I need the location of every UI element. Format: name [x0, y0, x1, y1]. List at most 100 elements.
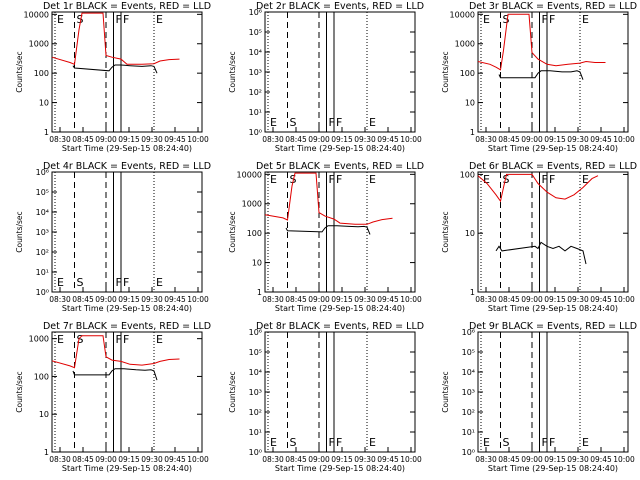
marker-label: E [483, 173, 490, 186]
y-tick-label: 10⁴ [249, 48, 262, 57]
marker-label: E [369, 116, 376, 129]
marker-label: E [369, 173, 376, 186]
y-tick-label: 10⁴ [462, 368, 475, 377]
y-tick-label: 10³ [249, 388, 262, 397]
series-lld-line [264, 172, 393, 225]
x-tick-label: 09:30 [141, 135, 163, 144]
x-tick-label: 10:00 [400, 135, 422, 144]
marker-label: E [270, 436, 277, 449]
marker-label: E [270, 116, 277, 129]
marker-label: S [77, 13, 84, 26]
y-tick-label: 100 [34, 69, 49, 78]
marker-label: E [369, 436, 376, 449]
chart-panel-3: Det 3r BLACK = Events, RED = LLD 1 10 100 10… [441, 1, 637, 153]
plot-frame [477, 171, 629, 293]
series-lld-line [51, 12, 180, 66]
y-tick-label: 10¹ [249, 108, 262, 117]
x-tick-label: 08:45 [498, 455, 520, 464]
marker-label: S [503, 173, 510, 186]
plot-frame [264, 171, 416, 293]
x-tick-label: 10:00 [400, 295, 422, 304]
x-tick-label: 08:45 [285, 135, 307, 144]
x-tick-label: 09:00 [521, 455, 543, 464]
y-tick-label: 10³ [462, 388, 475, 397]
y-axis-label: Counts/sec [15, 211, 24, 252]
marker-label: F [549, 13, 555, 26]
y-tick-label: 10³ [36, 228, 49, 237]
x-tick-label: 08:45 [498, 135, 520, 144]
x-tick-label: 09:30 [354, 295, 376, 304]
x-tick-label: 09:45 [164, 455, 186, 464]
y-tick-label: 10000 [237, 170, 262, 179]
y-axis-label: Counts/sec [228, 211, 237, 252]
marker-label: F [116, 13, 122, 26]
marker-label: F [123, 276, 129, 289]
x-axis-label: Start Time (29-Sep-15 08:24:40) [275, 304, 405, 313]
y-tick-label: 10⁴ [36, 208, 49, 217]
chart-title: Det 9r BLACK = Events, RED = LLD [469, 321, 637, 332]
chart-panel-8: Det 8r BLACK = Events, RED = LLD 10⁰ 10¹ 10… [228, 321, 424, 473]
x-tick-label: 08:45 [498, 295, 520, 304]
x-tick-label: 09:45 [377, 295, 399, 304]
y-tick-label: 10² [249, 88, 262, 97]
x-tick-label: 08:30 [262, 135, 284, 144]
marker-label: F [329, 436, 335, 449]
x-axis-label: Start Time (29-Sep-15 08:24:40) [488, 144, 618, 153]
marker-label: S [290, 436, 297, 449]
x-tick-label: 08:30 [475, 135, 497, 144]
y-axis-label: Counts/sec [441, 211, 450, 252]
y-axis-label: Counts/sec [441, 51, 450, 92]
y-tick-label: 10¹ [462, 428, 475, 437]
series-events-line [72, 368, 158, 381]
marker-label: E [156, 333, 163, 346]
x-axis-label: Start Time (29-Sep-15 08:24:40) [62, 144, 192, 153]
y-axis-label: Counts/sec [441, 371, 450, 412]
x-tick-label: 08:45 [72, 455, 94, 464]
chart-title: Det 4r BLACK = Events, RED = LLD [43, 161, 211, 172]
y-tick-label: 10² [462, 408, 475, 417]
x-tick-label: 10:00 [400, 455, 422, 464]
y-tick-label: 10⁶ [249, 328, 262, 337]
y-tick-label: 10⁵ [36, 188, 49, 197]
marker-label: F [542, 436, 548, 449]
y-tick-label: 1000 [242, 200, 262, 209]
x-tick-label: 08:30 [49, 455, 71, 464]
y-tick-label: 1 [470, 288, 475, 297]
x-tick-label: 09:30 [354, 135, 376, 144]
y-tick-label: 10000 [24, 10, 49, 19]
x-axis-label: Start Time (29-Sep-15 08:24:40) [62, 464, 192, 473]
y-tick-label: 10² [249, 408, 262, 417]
x-tick-label: 09:45 [377, 455, 399, 464]
x-tick-label: 08:30 [475, 455, 497, 464]
marker-label: E [156, 13, 163, 26]
plot-frame [477, 11, 629, 133]
x-axis-label: Start Time (29-Sep-15 08:24:40) [488, 464, 618, 473]
y-tick-label: 1000 [455, 40, 475, 49]
marker-label: E [483, 436, 490, 449]
x-tick-label: 08:30 [262, 295, 284, 304]
y-tick-label: 10⁰ [36, 288, 49, 297]
x-tick-label: 09:00 [521, 295, 543, 304]
y-tick-label: 10 [252, 259, 262, 268]
series-events-line [498, 70, 584, 80]
x-tick-label: 09:15 [544, 135, 566, 144]
chart-panel-4: Det 4r BLACK = Events, RED = LLD 10⁰ 10¹ 10… [15, 161, 211, 313]
x-tick-label: 09:00 [308, 295, 330, 304]
y-tick-label: 10⁵ [249, 348, 262, 357]
x-tick-label: 10:00 [187, 135, 209, 144]
x-tick-label: 09:00 [308, 455, 330, 464]
marker-label: F [542, 173, 548, 186]
y-tick-label: 10 [465, 99, 475, 108]
marker-label: F [116, 276, 122, 289]
marker-label: F [549, 436, 555, 449]
marker-label: F [549, 173, 555, 186]
y-tick-label: 1000 [29, 40, 49, 49]
x-tick-label: 09:30 [567, 135, 589, 144]
marker-label: E [156, 276, 163, 289]
x-tick-label: 09:15 [331, 455, 353, 464]
x-tick-label: 09:30 [354, 455, 376, 464]
x-tick-label: 08:30 [49, 295, 71, 304]
y-tick-label: 10⁵ [249, 28, 262, 37]
x-tick-label: 08:45 [285, 295, 307, 304]
